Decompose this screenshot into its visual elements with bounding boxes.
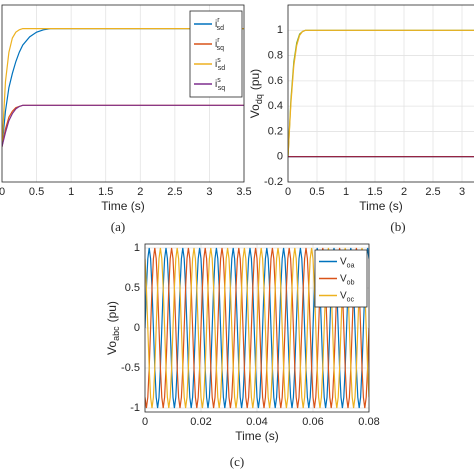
legend-label: is sd: [215, 57, 225, 72]
x-tick-label: 0.06: [302, 416, 323, 428]
plot-lines: [2, 28, 244, 147]
data-line: [2, 104, 244, 147]
x-tick-label: 0: [142, 416, 148, 428]
y-label-text: Vo: [105, 341, 119, 355]
legend-label: ir sq: [215, 37, 224, 52]
x-tick-label: 0.08: [358, 416, 379, 428]
x-tick-label: 0.5: [29, 186, 44, 198]
y-tick-label: 0.2: [268, 125, 283, 137]
panel-label: (a): [111, 219, 125, 234]
y-axis-label: Voabc (pu): [105, 301, 121, 355]
legend-name: i: [215, 59, 217, 70]
legend-sup: r: [217, 17, 220, 24]
legend-sub: sq: [218, 85, 226, 92]
x-tick-label: 2.5: [425, 186, 440, 198]
y-label-unit: (pu): [248, 69, 262, 90]
x-tick-label: 2: [137, 186, 143, 198]
x-axis-label: Time (s): [235, 429, 279, 443]
y-tick-label: 0.4: [268, 100, 283, 112]
legend-sub: sq: [217, 45, 225, 52]
y-axis-label: Vodq (pu): [248, 69, 264, 118]
x-axis-label: Time (s): [101, 199, 145, 213]
data-line: [288, 29, 474, 157]
legend-name: i: [215, 19, 217, 30]
legend-sub: oc: [347, 296, 355, 303]
x-tick-label: 3: [206, 186, 212, 198]
legend-label: Vob: [340, 273, 355, 286]
legend-sup: s: [217, 77, 221, 84]
x-tick-label: 2: [401, 186, 407, 198]
legend-sub: sd: [217, 25, 225, 32]
y-tick-label: 0.8: [268, 49, 283, 61]
legend-name: V: [340, 256, 347, 267]
plot-frame: [144, 243, 370, 413]
legend-label: Voc: [340, 290, 355, 303]
legend-sup: s: [217, 57, 221, 64]
panel-label: (b): [390, 219, 405, 234]
y-tick-label: 0.6: [268, 75, 283, 87]
x-tick-label: 0.02: [190, 416, 211, 428]
y-tick-label: 1: [134, 242, 140, 254]
legend-label: Voa: [340, 256, 355, 269]
legend-box: [189, 10, 243, 98]
y-tick-label: 0: [134, 322, 140, 334]
y-label-sub: abc: [111, 326, 121, 341]
legend-name: V: [340, 290, 347, 301]
y-tick-label: -0.2: [264, 176, 283, 188]
legend-label: is sq: [215, 77, 225, 92]
x-tick-label: 1: [343, 186, 349, 198]
plot-frame: [1, 4, 245, 183]
legend-sub: sd: [218, 65, 226, 72]
y-tick-label: 0.5: [125, 282, 140, 294]
x-tick-label: 0: [285, 186, 291, 198]
x-tick-label: 1: [68, 186, 74, 198]
plot-area: [288, 5, 474, 182]
plot-frame: [287, 4, 474, 183]
y-label-unit: (pu): [105, 301, 119, 322]
legend-sub: oa: [347, 262, 355, 269]
x-tick-label: 3: [459, 186, 465, 198]
y-tick-label: 0: [277, 151, 283, 163]
data-line: [145, 247, 369, 409]
x-tick-label: 0.5: [309, 186, 324, 198]
plot-lines: [288, 29, 474, 158]
data-line: [2, 28, 244, 147]
legend-name: i: [215, 39, 217, 50]
x-tick-label: 0.04: [246, 416, 267, 428]
legend-name: V: [340, 273, 347, 284]
y-label-text: Vo: [248, 104, 262, 118]
x-tick-label: 1.5: [98, 186, 113, 198]
y-tick-label: -1: [130, 402, 140, 414]
legend-label: ir sd: [215, 17, 224, 32]
y-label-sub: dq: [254, 94, 264, 104]
x-tick-label: 3.5: [236, 186, 251, 198]
x-tick-label: 0: [0, 186, 5, 198]
legend-sup: r: [217, 37, 220, 44]
y-tick-label: 1: [277, 24, 283, 36]
y-tick-label: -0.5: [121, 362, 140, 374]
x-tick-label: 2.5: [167, 186, 182, 198]
legend-name: i: [215, 79, 217, 90]
x-axis-label: Time (s): [359, 199, 403, 213]
panel-label: (c): [230, 454, 244, 469]
legend-sub: ob: [347, 279, 355, 286]
x-tick-label: 1.5: [367, 186, 382, 198]
